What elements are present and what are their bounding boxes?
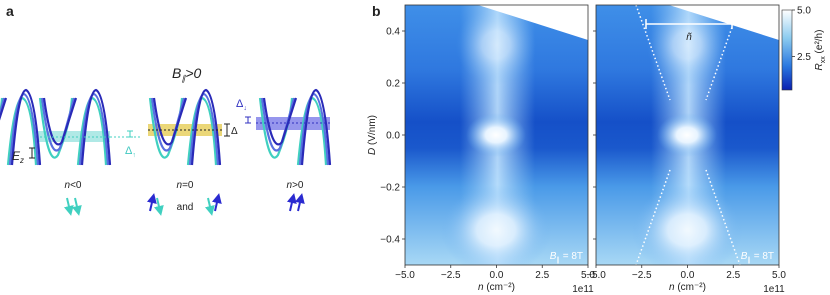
field-sub: ∥ — [747, 256, 751, 264]
delta-down-label: Δ↓ — [236, 98, 247, 112]
x-tick-label: −5.0 — [586, 270, 606, 281]
y-tick-label: 0.0 — [386, 131, 400, 142]
x-tick-label: −5.0 — [395, 270, 415, 281]
y-label-var: D — [367, 148, 378, 155]
band-schematic — [0, 88, 332, 167]
field-val: = 8T — [751, 251, 774, 262]
y-label-unit: (V/nm) — [367, 115, 378, 148]
colorbar-tick-label: 5.0 — [797, 6, 811, 17]
delta-up-label: Δ↑ — [125, 145, 136, 159]
field-val: = 8T — [560, 251, 583, 262]
x-offset: 1e11 — [763, 284, 785, 295]
heatmap — [596, 5, 779, 265]
x-tick-label: 0.0 — [681, 270, 695, 281]
x-tick-label: −2.5 — [441, 270, 461, 281]
state-label: n>0 — [287, 180, 304, 191]
state-n: n — [287, 180, 293, 191]
x-tick-label: 5.0 — [772, 270, 786, 281]
field-label: B∥ = 8T — [741, 251, 774, 264]
y-tick-label: 0.4 — [386, 27, 400, 38]
field-sub: ∥ — [556, 256, 560, 264]
delta-label: Δ — [231, 126, 238, 137]
x-axis-label: n (cm⁻²) — [478, 282, 515, 293]
ez-label: Ez — [12, 149, 24, 165]
colorbar — [781, 9, 793, 91]
x-axis-label: n (cm⁻²) — [669, 282, 706, 293]
x-tick-label: 0.0 — [490, 270, 504, 281]
x-tick-label: 5.0 — [581, 270, 595, 281]
x-label-var: n — [669, 282, 675, 293]
x-tick-label: −2.5 — [632, 270, 652, 281]
panel-title: B∥>0 — [172, 65, 202, 83]
field-label: B∥ = 8T — [550, 251, 583, 264]
heatmap — [405, 5, 588, 265]
y-tick-label: 0.2 — [386, 79, 400, 90]
x-tick-label: 2.5 — [726, 270, 740, 281]
y-tick-label: −0.4 — [380, 235, 400, 246]
gap-label: ñ — [686, 32, 692, 43]
x-label-unit: (cm⁻²) — [484, 282, 515, 293]
y-tick-label: −0.2 — [380, 183, 400, 194]
field-var: B — [741, 251, 748, 262]
state-rel: >0 — [292, 180, 304, 191]
x-offset: 1e11 — [572, 284, 594, 295]
state-n: n — [177, 180, 183, 191]
state-label: n=0 — [177, 180, 194, 191]
colorbar-label: Rxx (e²/h) — [814, 30, 827, 71]
x-label-var: n — [478, 282, 484, 293]
panel-label: a — [6, 3, 14, 19]
and-label: and — [177, 202, 194, 213]
colorbar-tick-label: 2.5 — [797, 52, 811, 63]
state-n: n — [65, 180, 71, 191]
panel-label: b — [372, 3, 381, 19]
state-label: n<0 — [65, 180, 82, 191]
spin-arrows — [64, 193, 305, 216]
y-axis-label: D (V/nm) — [367, 115, 378, 155]
state-rel: =0 — [182, 180, 194, 191]
state-rel: <0 — [70, 180, 82, 191]
field-var: B — [550, 251, 557, 262]
x-label-unit: (cm⁻²) — [675, 282, 706, 293]
x-tick-label: 2.5 — [535, 270, 549, 281]
